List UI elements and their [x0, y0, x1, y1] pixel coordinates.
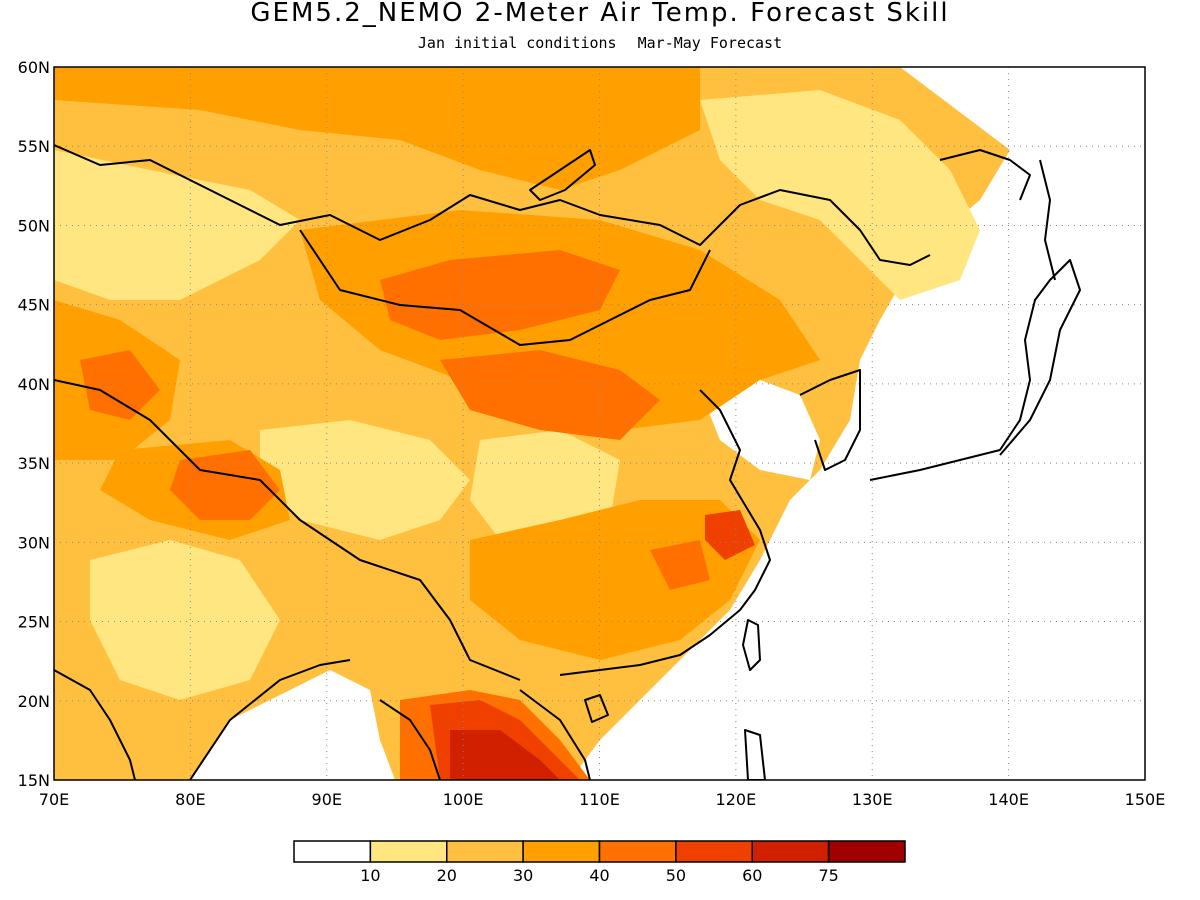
longitude-label: 140E	[988, 790, 1029, 809]
colorbar-swatch	[675, 840, 753, 863]
north-orange	[54, 67, 700, 190]
coastlines	[54, 144, 1081, 780]
colorbar-swatch	[293, 840, 372, 863]
colorbar-label: 20	[437, 866, 457, 885]
latitude-label: 30N	[18, 533, 50, 552]
graticule	[54, 67, 1145, 780]
subtitle-forecast-period: Mar-May Forecast	[637, 34, 783, 52]
west-core	[80, 350, 160, 420]
longitude-label: 70E	[39, 790, 69, 809]
kamchatka-coast	[939, 149, 1031, 201]
longitude-label: 130E	[852, 790, 893, 809]
colorbar-swatch	[827, 840, 906, 863]
longitude-label: 80E	[175, 790, 205, 809]
shanghai-red	[705, 510, 755, 560]
colorbar-swatch	[751, 840, 830, 863]
latitude-labels: 15N 20N 25N 30N 35N 40N 45N 50N 55N 60N	[18, 58, 50, 790]
latitude-label: 50N	[18, 216, 50, 235]
yellow-sea-white	[700, 380, 820, 480]
colorbar-label: 10	[360, 866, 380, 885]
skill-shading	[54, 67, 1145, 780]
india-light	[90, 540, 280, 700]
russia-border	[54, 144, 931, 266]
latitude-label: 20N	[18, 692, 50, 711]
south-china-orange	[470, 500, 760, 660]
latitude-label: 60N	[18, 58, 50, 77]
colorbar-label: 30	[513, 866, 533, 885]
longitude-label: 110E	[579, 790, 620, 809]
indochina-coast	[379, 689, 591, 780]
latitude-label: 45N	[18, 296, 50, 315]
bay-of-bengal-white	[190, 670, 395, 780]
colorbar-label: 75	[818, 866, 838, 885]
colorbar-swatch	[369, 840, 448, 863]
plot-frame	[53, 66, 1146, 781]
longitude-labels: 70E 80E 90E 100E 110E 120E 130E 140E 150E	[39, 790, 1166, 809]
luzon	[744, 729, 766, 780]
hainan	[584, 694, 609, 723]
colorbar-labels: 10 20 30 40 50 60 75	[360, 866, 839, 885]
sakhalin	[1039, 159, 1056, 281]
latitude-label: 25N	[18, 613, 50, 632]
japan	[869, 259, 1081, 481]
subtitle-initial-conditions: Jan initial conditions	[417, 34, 617, 52]
colorbar	[293, 840, 906, 863]
latitude-label: 35N	[18, 454, 50, 473]
korea	[799, 369, 861, 471]
baikal	[529, 149, 596, 201]
china-internal-border	[54, 379, 521, 681]
kazakh-light	[54, 150, 300, 300]
tibet-light	[260, 420, 470, 540]
latitude-label: 55N	[18, 137, 50, 156]
longitude-label: 100E	[443, 790, 484, 809]
latitude-label: 40N	[18, 375, 50, 394]
mongolia-core	[380, 250, 620, 340]
east-china-core	[650, 540, 710, 590]
latitude-label: 15N	[18, 771, 50, 790]
colorbar-label: 50	[666, 866, 686, 885]
china-east-coast	[559, 389, 771, 676]
gobi-core	[440, 350, 660, 440]
indochina-darkred	[450, 730, 560, 780]
india-coast	[54, 659, 351, 780]
colorbar-label: 60	[742, 866, 762, 885]
longitude-label: 150E	[1125, 790, 1166, 809]
ocean-east	[570, 67, 1145, 780]
mongolia-border	[299, 229, 711, 346]
taiwan	[742, 619, 761, 671]
colorbar-swatch	[446, 840, 524, 863]
colorbar-label: 40	[589, 866, 609, 885]
map-subtitle: Jan initial conditions Mar-May Forecast	[0, 34, 1200, 52]
longitude-label: 90E	[312, 790, 342, 809]
map-title: GEM5.2_NEMO 2-Meter Air Temp. Forecast S…	[250, 0, 950, 28]
colorbar-swatch	[598, 840, 677, 863]
longitude-label: 120E	[716, 790, 757, 809]
colorbar-swatch	[522, 840, 601, 863]
siberia-light	[700, 90, 980, 300]
